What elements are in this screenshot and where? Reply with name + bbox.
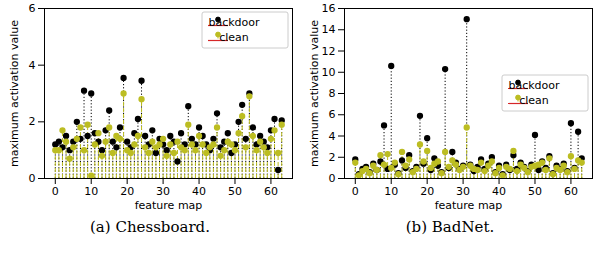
- html-text:(b) BadNet.: (b) BadNet.: [405, 218, 495, 236]
- svg-text:0: 0: [52, 185, 59, 198]
- svg-text:6: 6: [29, 2, 36, 15]
- svg-text:60: 60: [564, 185, 578, 198]
- svg-text:2: 2: [29, 115, 36, 128]
- svg-text:4: 4: [329, 130, 336, 143]
- svg-text:backdoor: backdoor: [208, 16, 260, 29]
- svg-text:4: 4: [29, 59, 36, 72]
- svg-text:maximum activation value: maximum activation value: [308, 20, 321, 167]
- svg-text:50: 50: [528, 185, 542, 198]
- html-text:(a) Chessboard.: (a) Chessboard.: [90, 218, 210, 236]
- svg-text:40: 40: [492, 185, 506, 198]
- svg-text:6: 6: [329, 108, 336, 121]
- svg-text:8: 8: [329, 87, 336, 100]
- svg-text:20: 20: [420, 185, 434, 198]
- svg-text:12: 12: [322, 45, 336, 58]
- svg-text:maximum activation value: maximum activation value: [8, 20, 21, 167]
- svg-text:0: 0: [329, 172, 336, 185]
- svg-text:30: 30: [156, 185, 170, 198]
- svg-text:10: 10: [84, 185, 98, 198]
- svg-text:20: 20: [120, 185, 134, 198]
- svg-text:feature map: feature map: [435, 199, 503, 212]
- svg-text:backdoor: backdoor: [508, 79, 560, 92]
- svg-text:2: 2: [329, 151, 336, 164]
- svg-text:60: 60: [264, 185, 278, 198]
- svg-text:clean: clean: [219, 31, 249, 44]
- svg-text:16: 16: [322, 2, 336, 15]
- svg-text:50: 50: [228, 185, 242, 198]
- svg-text:0: 0: [29, 172, 36, 185]
- svg-text:14: 14: [322, 23, 336, 36]
- svg-text:10: 10: [322, 66, 336, 79]
- svg-text:10: 10: [384, 185, 398, 198]
- svg-text:0: 0: [352, 185, 359, 198]
- svg-text:30: 30: [456, 185, 470, 198]
- svg-text:clean: clean: [519, 94, 549, 107]
- svg-text:feature map: feature map: [135, 199, 203, 212]
- svg-text:40: 40: [192, 185, 206, 198]
